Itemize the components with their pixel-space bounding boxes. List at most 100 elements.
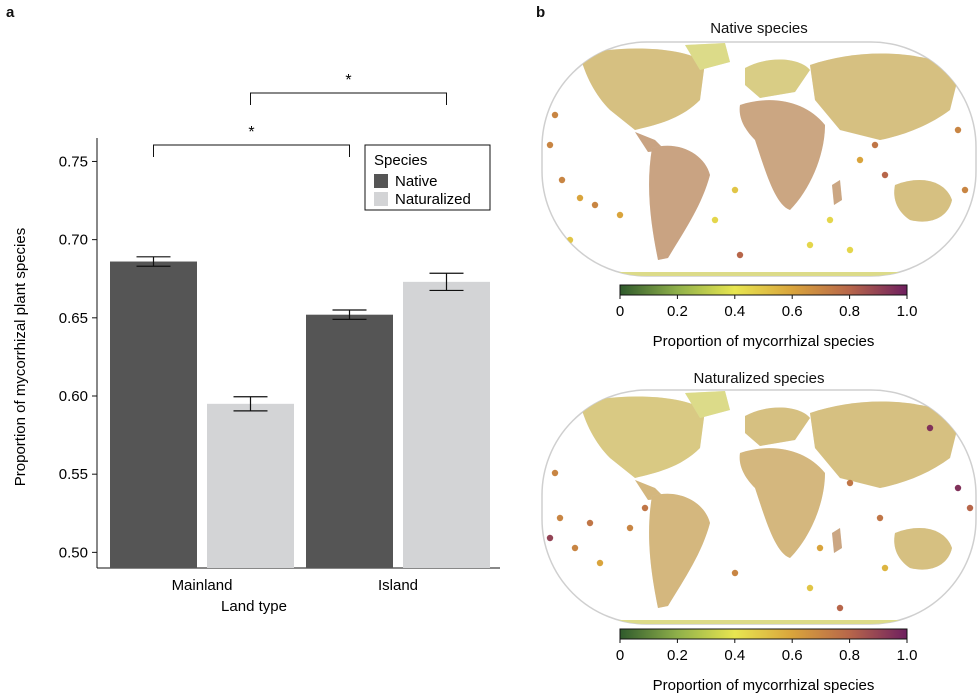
island-point [626,524,634,532]
island-point [596,559,604,567]
colorbar-tick-label: 0.4 [724,303,745,320]
colorbar-tick-label: 1.0 [897,303,918,320]
land-fill-asia [810,401,960,488]
land-fill-europe [745,407,810,446]
error-bar [233,396,268,412]
island-point [954,126,962,134]
world-map-native [541,41,977,277]
bar-island-naturalized [403,281,490,568]
error-bar [332,309,367,320]
significance-star: * [345,72,351,89]
island-point [836,604,844,612]
island-point [961,186,969,194]
island-point [806,241,814,249]
bar-mainland-naturalized [207,403,294,568]
significance-star: * [248,124,254,141]
colorbar-gradient [619,284,908,296]
y-tick-label: 0.65 [59,310,88,327]
land-fill-antarctica [600,272,920,276]
land-fill-south-america [649,493,710,608]
land-fill-australia [894,528,952,570]
island-point [591,201,599,209]
island-point [616,211,624,219]
island-point [881,171,889,179]
island-point [881,564,889,572]
bar-mainland-native [110,261,197,568]
island-point [546,141,554,149]
island-point [586,519,594,527]
y-tick-label: 0.55 [59,466,88,483]
map-title-naturalized: Naturalized species [693,370,825,387]
legend-swatch-naturalized [374,192,388,206]
colorbar-tick-label: 1.0 [897,647,918,664]
island-point [846,479,854,487]
land-fill-greenland [685,391,730,418]
island-point [576,194,584,202]
map-title-native: Native species [710,20,808,37]
world-map-naturalized [541,389,977,625]
land-fill-north-america [580,48,705,130]
legend-title: Species [374,152,427,169]
y-tick-label: 0.60 [59,388,88,405]
y-tick-label: 0.50 [59,544,88,561]
error-bar [429,272,464,292]
x-tick-label: Mainland [172,577,233,594]
island-point [954,484,962,492]
x-axis-title: Land type [221,598,287,615]
colorbar-native: 0 0.2 0.4 0.6 0.8 1.0 Proportion of mycorrhiza… [616,284,918,350]
legend: Species Native Naturalized [364,144,491,211]
bar-island-native [306,314,393,568]
legend-swatch-native [374,174,388,188]
island-point [856,156,864,164]
y-tick-label: 0.70 [59,232,88,249]
colorbar-gradient [619,628,908,640]
colorbar-label: Proportion of mycorrhizal species [653,333,875,350]
island-point [826,216,834,224]
colorbar-tick-label: 0.4 [724,647,745,664]
island-point [558,176,566,184]
island-point [816,544,824,552]
island-point [926,424,934,432]
island-point [876,514,884,522]
panel-b-label: b [536,4,546,21]
island-point [551,111,559,119]
island-point [871,141,879,149]
colorbar-label: Proportion of mycorrhizal species [653,677,875,694]
colorbar-tick-label: 0.2 [667,647,688,664]
colorbar-tick-label: 0 [616,303,624,320]
error-bar [136,256,171,267]
island-point [551,469,559,477]
legend-label-naturalized: Naturalized [395,191,471,208]
island-point [556,514,564,522]
x-tick-label: Island [378,577,418,594]
island-point [966,504,974,512]
island-point [736,251,744,259]
colorbar-tick-label: 0.8 [839,647,860,664]
island-point [641,504,649,512]
y-axis-title: Proportion of mycorrhizal plant species [12,228,29,486]
colorbar-tick-label: 0.2 [667,303,688,320]
island-point [711,216,719,224]
island-point [731,569,739,577]
bar-chart: 0.500.550.600.650.700.75 Mainland Island … [12,72,500,615]
y-tick-label: 0.75 [59,153,88,170]
land-fill-antarctica [600,620,920,624]
island-point [806,584,814,592]
island-point [846,246,854,254]
colorbar-tick-label: 0.6 [782,303,803,320]
colorbar-tick-label: 0.6 [782,647,803,664]
land-fill-australia [894,180,952,222]
colorbar-naturalized: 0 0.2 0.4 0.6 0.8 1.0 Proportion of mycorrhiza… [616,628,918,694]
land-fill-greenland [685,43,730,70]
island-point [571,544,579,552]
land-fill-madagascar [832,528,842,553]
colorbar-tick-label: 0.8 [839,303,860,320]
legend-label-native: Native [395,173,438,190]
significance-bracket [250,92,447,105]
land-fill-africa [739,100,825,210]
colorbar-tick-label: 0 [616,647,624,664]
island-point [731,186,739,194]
island-point [966,221,974,229]
significance-bracket [153,144,350,157]
island-point [546,534,554,542]
